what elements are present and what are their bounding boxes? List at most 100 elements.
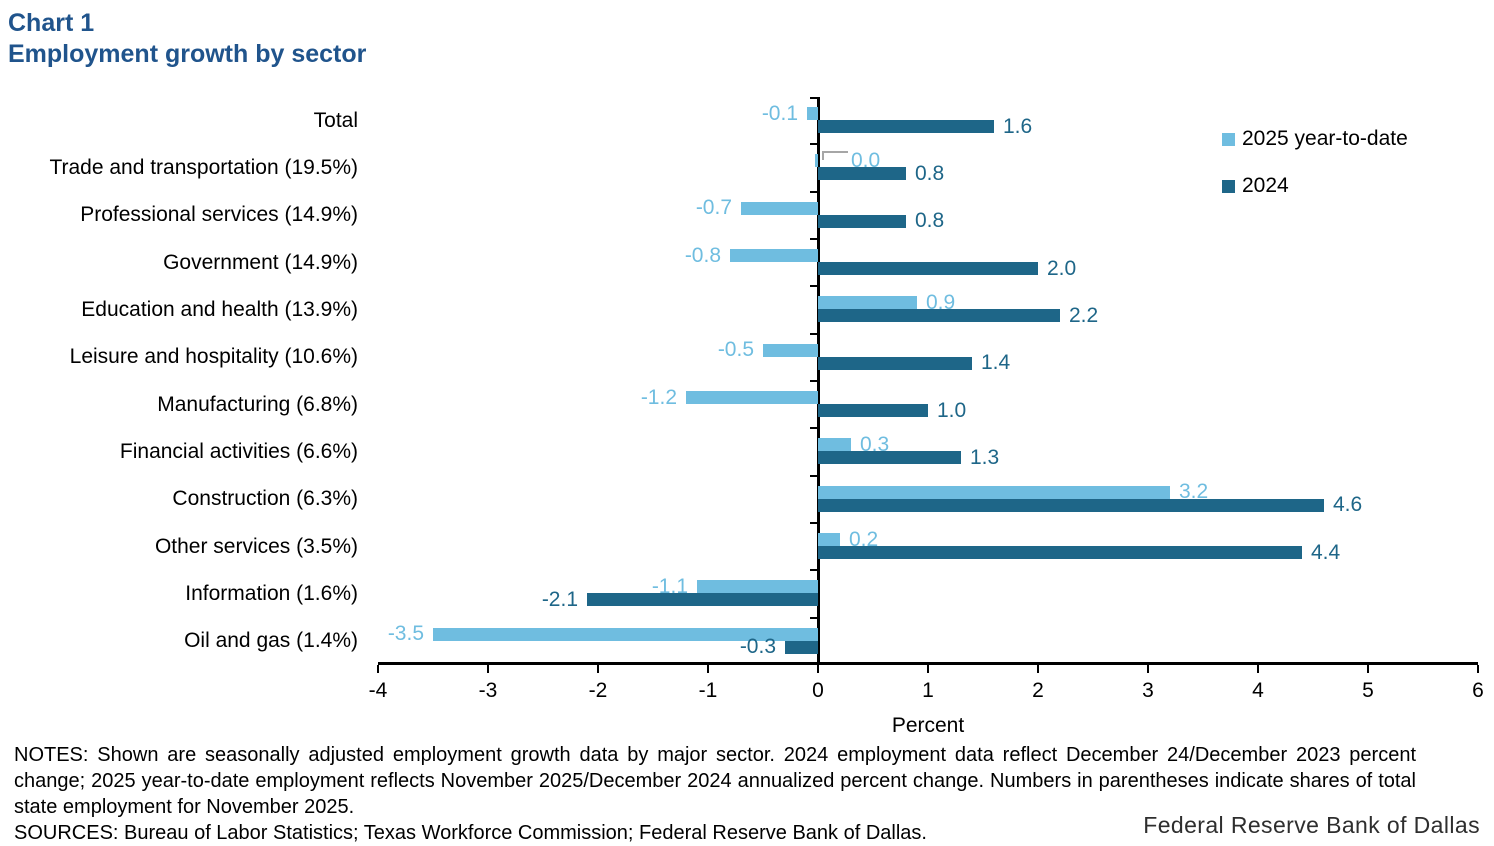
bar-2025-ytd <box>818 438 851 452</box>
x-axis-tick-label: -4 <box>368 679 388 702</box>
zero-axis-tick <box>810 569 818 572</box>
legend-item-2024: 2024 <box>1222 174 1289 198</box>
x-axis-tick <box>707 665 709 673</box>
value-label: -1.1 <box>651 574 688 598</box>
x-axis-title: Percent <box>891 714 965 737</box>
zero-axis-tick <box>810 190 818 193</box>
bar-2024 <box>818 546 1302 559</box>
x-axis-tick-label: 2 <box>1032 679 1044 702</box>
x-axis-tick-label: 6 <box>1472 679 1484 702</box>
value-label: 0.0 <box>851 148 881 172</box>
category-label: Government (14.9%) <box>163 250 358 274</box>
category-label: Education and health (13.9%) <box>81 298 358 321</box>
dallas-fed-wordmark: Federal Reserve Bank of Dallas <box>1143 812 1480 838</box>
x-axis-tick-label: -1 <box>698 679 718 702</box>
bar-2024 <box>818 404 928 417</box>
legend-swatch-2024 <box>1222 179 1235 193</box>
value-label: 1.0 <box>937 398 967 422</box>
value-label: -2.1 <box>541 587 578 611</box>
legend-label-2025: 2025 year-to-date <box>1242 127 1408 150</box>
category-label: Financial activities (6.6%) <box>119 440 358 463</box>
bar-2024 <box>818 214 906 228</box>
zero-axis-tick <box>810 143 818 146</box>
category-label: Manufacturing (6.8%) <box>157 392 358 416</box>
value-label: 4.6 <box>1333 493 1363 517</box>
category-label: Information (1.6%) <box>185 582 358 605</box>
x-axis-tick <box>927 665 929 673</box>
category-label: Trade and transportation (19.5%) <box>49 156 358 179</box>
category-label: Leisure and hospitality (10.6%) <box>69 345 358 369</box>
bar-2024 <box>818 309 1060 323</box>
x-axis-tick <box>1147 665 1149 673</box>
value-label: 1.4 <box>981 351 1011 375</box>
bar-2024 <box>818 120 994 133</box>
value-label: -0.5 <box>717 338 754 362</box>
x-axis-tick-label: 1 <box>922 679 934 702</box>
bar-2025-ytd <box>686 391 818 404</box>
bar-2025-ytd <box>818 296 917 310</box>
legend-swatch-2025 <box>1222 132 1235 146</box>
zero-axis-tick <box>810 616 818 619</box>
zero-axis-tick <box>810 97 818 99</box>
plot-area: -0.1 1.6 0.0 0.8 -0.7 0.8 -0.8 2.0 0.9 2.2 -0.5 1.4… <box>377 97 1479 673</box>
bar-2025-ytd <box>763 343 818 357</box>
x-axis-tick-label: 3 <box>1142 679 1154 702</box>
x-axis-tick-label: 4 <box>1252 679 1264 702</box>
x-axis-tick-label: -3 <box>478 679 498 702</box>
chart-header: Chart 1 Employment growth by sector <box>8 8 366 70</box>
bar-2024 <box>818 167 906 181</box>
value-label: -0.8 <box>684 243 721 267</box>
value-label: 0.3 <box>860 432 890 456</box>
value-label: -0.1 <box>761 101 798 125</box>
bar-2024 <box>818 356 972 370</box>
legend-item-2025: 2025 year-to-date <box>1222 127 1408 151</box>
zero-axis-tick <box>810 522 818 524</box>
value-label: 2.2 <box>1069 303 1099 327</box>
value-label: -1.2 <box>640 385 677 409</box>
x-axis-tick <box>377 665 379 673</box>
value-label: 3.2 <box>1179 480 1209 504</box>
x-axis-tick <box>487 665 489 673</box>
bar-2025-ytd <box>818 533 840 546</box>
bar-2025-ytd <box>741 201 818 215</box>
x-axis-tick <box>1037 665 1039 673</box>
bar-2025-ytd <box>730 249 818 262</box>
category-label: Other services (3.5%) <box>154 534 358 558</box>
value-label: 0.2 <box>849 527 879 551</box>
value-label: 0.8 <box>915 161 945 185</box>
bar-2025-ytd <box>697 580 818 594</box>
zero-axis-tick <box>810 238 818 240</box>
value-label: -0.3 <box>739 635 776 659</box>
x-axis-tick <box>817 665 819 673</box>
x-axis-tick <box>1477 665 1479 673</box>
x-axis-tick-labels: -4 -3 -2 -1 0 1 2 3 4 5 6 <box>369 679 1484 705</box>
bar-2024 <box>785 640 818 654</box>
value-label: 0.9 <box>926 290 956 314</box>
zero-axis-line <box>816 97 820 665</box>
x-axis-tick <box>597 665 599 673</box>
zero-axis-tick <box>810 474 818 477</box>
x-axis-tick-label: 0 <box>812 679 824 702</box>
category-label: Professional services (14.9%) <box>80 203 358 227</box>
sources-text: SOURCES: Bureau of Labor Statistics; Tex… <box>14 822 927 844</box>
bar-2025-ytd <box>807 107 818 120</box>
chart-number: Chart 1 <box>8 9 95 37</box>
value-label: -0.7 <box>695 196 732 220</box>
category-label: Construction (6.3%) <box>172 487 358 511</box>
zero-axis-tick <box>810 285 818 288</box>
x-axis-tick-label: 5 <box>1362 679 1374 702</box>
x-axis-line <box>378 662 1478 665</box>
category-label: Total <box>313 108 358 132</box>
bar-2024 <box>818 498 1324 512</box>
zero-axis-tick <box>810 427 818 430</box>
category-axis: Total Trade and transportation (19.5%) Pro… <box>0 0 358 846</box>
bar-2025-ytd <box>818 485 1170 499</box>
value-label: 1.6 <box>1003 114 1033 138</box>
value-label: -3.5 <box>387 622 424 646</box>
leader-line <box>822 151 848 161</box>
x-axis-tick <box>1257 665 1259 673</box>
bar-2024 <box>818 451 961 465</box>
bar-2025-ytd <box>433 627 818 641</box>
value-label: 4.4 <box>1311 540 1341 564</box>
